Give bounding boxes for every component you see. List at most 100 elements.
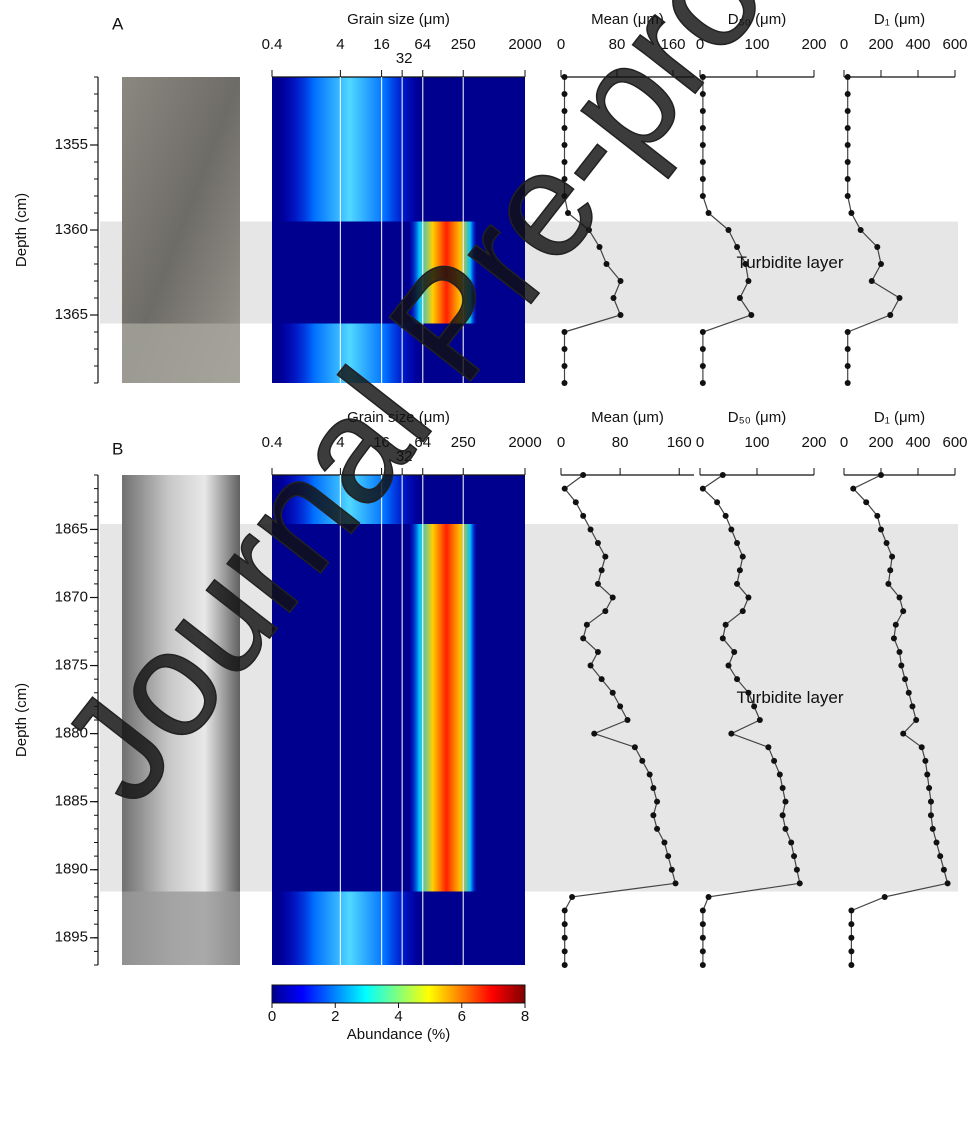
series-tick-label: 200 xyxy=(868,36,893,53)
series-point xyxy=(594,540,601,547)
series-point xyxy=(699,934,706,941)
series-point xyxy=(722,621,729,628)
core-photo-layer xyxy=(122,323,240,383)
series-point xyxy=(896,594,903,601)
series-point xyxy=(646,771,653,778)
depth-axis-title: Depth (cm) xyxy=(13,193,30,267)
series-title: Mean (μm) xyxy=(591,409,664,426)
series-point xyxy=(699,125,706,131)
depth-tick-label: 1870 xyxy=(55,588,88,605)
grain-tick-label: 16 xyxy=(373,36,390,53)
series-point xyxy=(896,295,903,301)
series-point xyxy=(898,662,905,669)
series-point xyxy=(926,785,933,792)
series-point xyxy=(739,553,746,560)
series-point xyxy=(905,689,912,696)
series-point xyxy=(699,485,706,492)
series-tick-label: 100 xyxy=(744,434,769,451)
colorbar-tick-label: 8 xyxy=(521,1008,529,1025)
series-point xyxy=(887,312,894,318)
series-point xyxy=(844,193,851,199)
series-tick-label: 0 xyxy=(557,36,565,53)
heatmap-fine xyxy=(278,77,421,222)
series-point xyxy=(863,499,870,506)
series-point xyxy=(900,608,907,615)
series-point xyxy=(929,825,936,832)
series-point xyxy=(561,380,568,386)
series-point xyxy=(844,363,851,369)
series-point xyxy=(699,907,706,914)
series-point xyxy=(913,717,920,723)
series-point xyxy=(844,91,851,97)
heatmap-coarse xyxy=(408,221,478,324)
series-point xyxy=(728,730,735,737)
series-point xyxy=(844,346,851,352)
series-point xyxy=(791,853,798,860)
series-point xyxy=(848,948,855,955)
series-point xyxy=(844,142,851,148)
series-point xyxy=(699,329,706,335)
series-point xyxy=(705,893,712,900)
heatmap-fine xyxy=(278,323,421,383)
series-point xyxy=(603,261,610,267)
series-point xyxy=(878,472,884,478)
series-point xyxy=(699,346,706,352)
series-point xyxy=(561,907,568,914)
series-point xyxy=(776,771,783,778)
series-point xyxy=(896,648,903,655)
series-point xyxy=(561,921,568,928)
series-point xyxy=(844,125,851,131)
depth-tick-label: 1885 xyxy=(55,793,88,810)
series-point xyxy=(736,295,743,301)
series-point xyxy=(580,512,587,519)
turbidite-band xyxy=(100,221,958,324)
grain-tick-label: 64 xyxy=(414,36,431,53)
series-point xyxy=(734,676,741,683)
series-point xyxy=(742,261,749,267)
series-point xyxy=(927,798,934,805)
series-point xyxy=(848,921,855,928)
panel-label: A xyxy=(112,14,124,33)
series-point xyxy=(699,380,706,386)
series-point xyxy=(844,380,851,386)
series-point xyxy=(650,812,657,819)
grain-tick-label: 4 xyxy=(336,434,344,451)
series-tick-label: 400 xyxy=(905,36,930,53)
series-tick-label: 200 xyxy=(801,36,826,53)
series-point xyxy=(609,594,616,601)
series-point xyxy=(665,853,672,860)
series-title: D₁ (μm) xyxy=(874,11,925,28)
grain-tick-label: 4 xyxy=(336,36,344,53)
colorbar-tick-label: 4 xyxy=(394,1008,402,1025)
series-point xyxy=(878,526,884,533)
series-point xyxy=(728,526,735,533)
series-point xyxy=(572,499,579,506)
depth-tick-label: 1890 xyxy=(55,861,88,878)
series-point xyxy=(782,798,789,805)
series-point xyxy=(609,689,616,696)
series-point xyxy=(561,934,568,941)
series-point xyxy=(624,717,631,723)
series-point xyxy=(788,839,795,846)
series-tick-label: 0 xyxy=(696,434,704,451)
series-point xyxy=(927,812,934,819)
series-point xyxy=(881,893,888,900)
series-tick-label: 0 xyxy=(557,434,565,451)
series-point xyxy=(586,227,592,233)
series-point xyxy=(699,74,706,80)
series-point xyxy=(668,866,675,873)
series-point xyxy=(890,635,897,642)
series-point xyxy=(598,567,605,574)
grain-tick-label: 0.4 xyxy=(262,434,283,451)
series-point xyxy=(617,312,624,318)
series-point xyxy=(848,934,855,941)
series-point xyxy=(736,567,743,574)
colorbar-tick-label: 6 xyxy=(458,1008,466,1025)
series-point xyxy=(561,363,568,369)
series-point xyxy=(561,125,568,131)
series-tick-label: 80 xyxy=(612,434,629,451)
series-point xyxy=(782,825,789,832)
series-point xyxy=(561,108,568,114)
grain-tick-label: 32 xyxy=(396,448,413,465)
